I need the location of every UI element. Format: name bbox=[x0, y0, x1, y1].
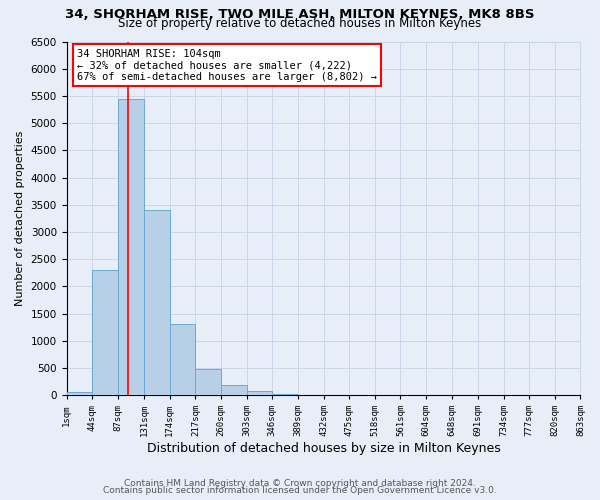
Bar bbox=[196, 369, 221, 395]
Text: 34, SHORHAM RISE, TWO MILE ASH, MILTON KEYNES, MK8 8BS: 34, SHORHAM RISE, TWO MILE ASH, MILTON K… bbox=[65, 8, 535, 20]
Bar bbox=[247, 391, 272, 395]
Bar bbox=[92, 270, 118, 395]
Bar bbox=[118, 98, 144, 395]
Bar bbox=[67, 392, 92, 395]
Text: Contains public sector information licensed under the Open Government Licence v3: Contains public sector information licen… bbox=[103, 486, 497, 495]
Text: Size of property relative to detached houses in Milton Keynes: Size of property relative to detached ho… bbox=[118, 18, 482, 30]
Bar bbox=[170, 324, 196, 395]
Bar bbox=[144, 210, 170, 395]
Y-axis label: Number of detached properties: Number of detached properties bbox=[15, 130, 25, 306]
Text: 34 SHORHAM RISE: 104sqm
← 32% of detached houses are smaller (4,222)
67% of semi: 34 SHORHAM RISE: 104sqm ← 32% of detache… bbox=[77, 48, 377, 82]
Bar bbox=[221, 385, 247, 395]
Bar bbox=[272, 394, 298, 395]
X-axis label: Distribution of detached houses by size in Milton Keynes: Distribution of detached houses by size … bbox=[146, 442, 500, 455]
Text: Contains HM Land Registry data © Crown copyright and database right 2024.: Contains HM Land Registry data © Crown c… bbox=[124, 478, 476, 488]
